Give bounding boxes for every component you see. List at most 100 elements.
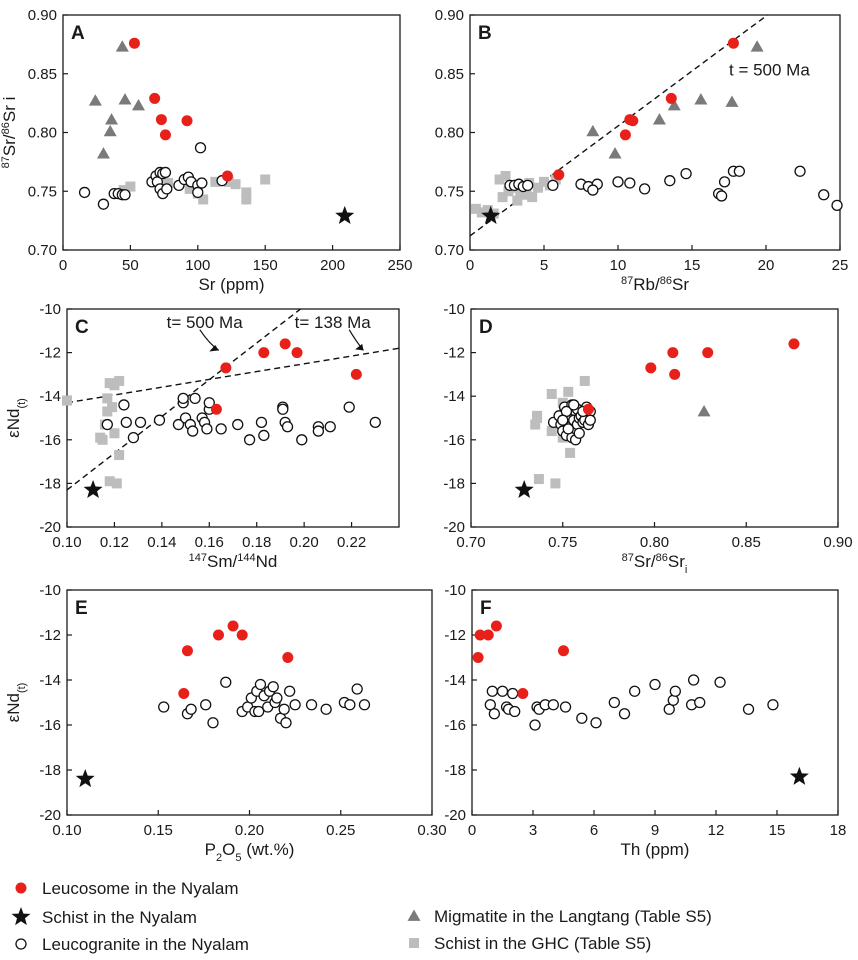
leucogranite-point [172, 418, 185, 431]
y-tick-label: 0.85 [435, 66, 464, 83]
y-tick-label: -12 [39, 345, 61, 362]
panel-letter: E [75, 598, 88, 619]
schist-ghc-point [102, 393, 113, 404]
x-tick-label: 50 [122, 257, 139, 274]
schist-ghc-point [184, 183, 195, 194]
arrowhead-icon [355, 343, 364, 351]
x-tick-label: 5 [540, 257, 548, 274]
x-tick-label: 15 [769, 822, 786, 839]
leucosome-point [210, 403, 222, 415]
leucogranite-point [663, 703, 675, 715]
x-tick-label: 6 [590, 822, 598, 839]
schist-ghc-point [527, 192, 538, 203]
leucogranite-point [289, 699, 301, 711]
y-tick-label: -16 [444, 717, 466, 734]
schist-ghc-point [114, 450, 125, 461]
leucogranite-point [587, 184, 599, 196]
leucosome-point [482, 629, 494, 641]
leucogranite-point [629, 685, 641, 697]
y-tick-label: 0.85 [28, 66, 57, 83]
leucogranite-point [484, 699, 496, 711]
leucogranite-point [343, 401, 355, 413]
leucogranite-point [120, 416, 132, 429]
migmatite-point [131, 98, 145, 111]
schist-ghc-point [539, 176, 549, 187]
x-tick-label: 150 [253, 257, 278, 274]
x-tick-label: 0 [466, 257, 474, 274]
leucosome-point [282, 652, 294, 663]
schist-ghc-point [497, 192, 508, 203]
y-tick-label: 0.80 [28, 125, 57, 142]
leucogranite-point [669, 685, 681, 697]
schist-ghc-point [546, 426, 557, 437]
x-tick-label: 0.25 [326, 822, 355, 839]
x-tick-label: 12 [708, 822, 725, 839]
leucogranite-point [283, 685, 296, 697]
x-tick-label: 0.20 [235, 822, 264, 839]
y-tick-label: -10 [444, 582, 466, 599]
leucogranite-point [590, 717, 602, 729]
leucogranite-point [715, 190, 728, 202]
schist-ghc-point [533, 182, 544, 193]
migmatite-point [115, 40, 129, 52]
panel-e: 0.10 0.15 0.20 0.25 0.30 -20 -18 -16 -14 -12 -10 E P… [4, 582, 447, 864]
y-tick-label: -20 [39, 519, 61, 536]
leucogranite-point [281, 421, 294, 433]
leucosome-point [236, 629, 248, 641]
leucogranite-point [612, 176, 624, 188]
panel-letter: F [480, 598, 492, 619]
schist-ghc-point [97, 434, 108, 445]
plot-frame [471, 589, 839, 816]
schist-ghc-point [500, 170, 511, 181]
leucosome-point [279, 338, 291, 350]
schist-ghc-point [241, 187, 252, 198]
leucosome-point [474, 629, 486, 641]
schist-ghc-point [125, 181, 136, 192]
annotation-138ma: t= 138 Ma [295, 313, 372, 332]
leucogranite-point [320, 703, 332, 715]
y-tick-label: -14 [444, 672, 466, 689]
y-tick-label: -20 [443, 519, 465, 536]
plot-frame [469, 14, 841, 251]
leucosome-legend-marker [15, 882, 27, 894]
leucogranite-point [271, 692, 283, 704]
schist-ghc-point [550, 478, 561, 489]
leucosome-point [212, 629, 224, 641]
schist-ghc-point [470, 203, 481, 214]
leucosome-point [291, 347, 303, 359]
leucogranite-point [358, 699, 371, 711]
leucogranite-point [78, 186, 91, 199]
leucogranite-point [369, 416, 381, 429]
y-tick-label: -16 [39, 717, 61, 734]
y-tick-label: -12 [39, 627, 61, 644]
schist-ghc-point [109, 428, 120, 439]
leucogranite-point [127, 431, 140, 444]
panel-a: 0 50 100 150 200 250 0.70 0.75 0.80 0.85 0.90 A Sr (… [0, 7, 413, 294]
panel-f: 0 3 6 9 12 15 18 -20 -18 -16 -14 -12 -10 F Th (ppm) [444, 582, 846, 859]
leucogranite-point [694, 696, 706, 709]
leucogranite-point [220, 676, 232, 688]
leucosome-point [178, 688, 190, 699]
schist-ghc-point [198, 194, 209, 205]
leucogranite-point [831, 199, 843, 212]
x-tick-label: 0.16 [195, 534, 224, 551]
leucogranite-point [557, 414, 569, 426]
schist-ghc-point [550, 174, 561, 185]
x-tick-label: 3 [529, 822, 537, 839]
y-axis-label: εNd(t) [4, 683, 28, 723]
leucogranite-point [101, 418, 113, 431]
y-tick-label: -10 [39, 582, 61, 599]
leucosome-point [627, 115, 639, 127]
leucosome-point [221, 170, 233, 182]
leucogranite-point [576, 712, 588, 724]
leucosome-point [667, 347, 679, 359]
x-tick-label: 9 [651, 822, 659, 839]
leucogranite-point [189, 392, 201, 405]
leucogranite-point [664, 175, 676, 187]
leucogranite-point [568, 399, 580, 411]
leucogranite-point [252, 705, 265, 718]
panel-letter: B [478, 23, 492, 44]
y-tick-label: 0.75 [28, 183, 57, 200]
migmatite-legend-marker [407, 909, 421, 921]
x-tick-label: 0.20 [290, 534, 319, 551]
